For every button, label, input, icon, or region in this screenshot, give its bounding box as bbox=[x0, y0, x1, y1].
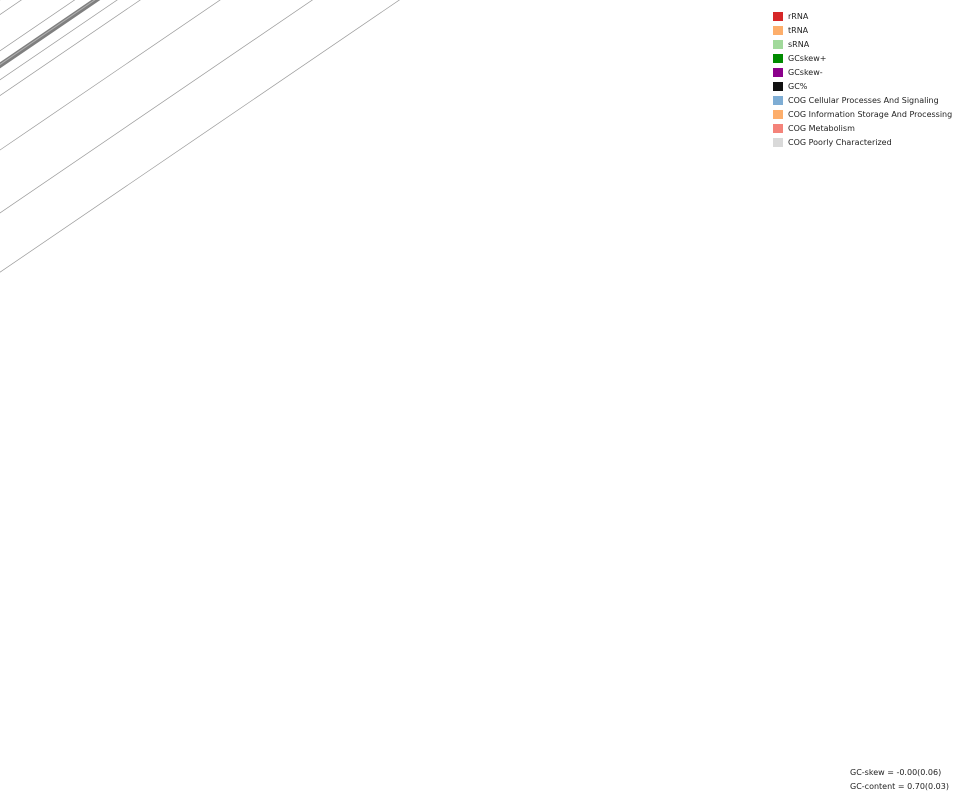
gc-skew-stat-label: GC-skew bbox=[850, 768, 885, 777]
gc-content-stat-label: GC-content bbox=[850, 782, 896, 791]
track-guide-lines bbox=[0, 0, 400, 273]
backbone-highlight bbox=[0, 0, 96, 66]
legend-label: COG Metabolism bbox=[788, 123, 855, 133]
legend-label: COG Cellular Processes And Signaling bbox=[788, 95, 939, 105]
backbone-line bbox=[0, 0, 101, 69]
legend-label: GC% bbox=[788, 81, 808, 91]
legend-item-cog-information: COG Information Storage And Processing bbox=[773, 107, 952, 121]
legend-swatch bbox=[773, 39, 783, 49]
equals-sign: = bbox=[895, 782, 908, 791]
legend-item-rrna: rRNA bbox=[773, 9, 952, 23]
gc-skew-stat-value: -0.00(0.06) bbox=[896, 768, 942, 777]
legend-swatch bbox=[773, 67, 783, 77]
legend-swatch bbox=[773, 109, 783, 119]
legend-label: GCskew+ bbox=[788, 53, 827, 63]
gc-content-stat-value: 0.70(0.03) bbox=[907, 782, 949, 791]
legend-item-cog-cellular: COG Cellular Processes And Signaling bbox=[773, 93, 952, 107]
legend-swatch bbox=[773, 53, 783, 63]
legend-swatch bbox=[773, 123, 783, 133]
guide-line bbox=[0, 0, 221, 151]
legend-item-cog-metabolism: COG Metabolism bbox=[773, 121, 952, 135]
legend-label: GCskew- bbox=[788, 67, 823, 77]
legend: rRNA tRNA sRNA GCskew+ GCskew- GC% COG C… bbox=[773, 9, 952, 149]
legend-swatch bbox=[773, 137, 783, 147]
equals-sign: = bbox=[884, 768, 897, 777]
guide-line bbox=[0, 0, 313, 214]
genome-stats: GC-skew = -0.00(0.06) GC-content = 0.70(… bbox=[850, 766, 949, 794]
legend-swatch bbox=[773, 11, 783, 21]
legend-label: COG Information Storage And Processing bbox=[788, 109, 953, 119]
legend-item-trna: tRNA bbox=[773, 23, 952, 37]
legend-swatch bbox=[773, 95, 783, 105]
guide-line bbox=[0, 0, 400, 273]
legend-item-srna: sRNA bbox=[773, 37, 952, 51]
guide-line bbox=[0, 0, 118, 81]
gc-skew-stat: GC-skew = -0.00(0.06) bbox=[850, 766, 949, 780]
legend-label: tRNA bbox=[788, 25, 809, 35]
legend-swatch bbox=[773, 25, 783, 35]
legend-label: COG Poorly Characterized bbox=[788, 137, 892, 147]
legend-item-cog-poorly-characterized: COG Poorly Characterized bbox=[773, 135, 952, 149]
legend-item-gcskew-negative: GCskew- bbox=[773, 65, 952, 79]
legend-label: sRNA bbox=[788, 39, 810, 49]
gc-content-stat: GC-content = 0.70(0.03) bbox=[850, 780, 949, 794]
guide-line bbox=[0, 0, 141, 96]
legend-item-gc-percent: GC% bbox=[773, 79, 952, 93]
legend-label: rRNA bbox=[788, 11, 809, 21]
legend-swatch bbox=[773, 81, 783, 91]
legend-item-gcskew-positive: GCskew+ bbox=[773, 51, 952, 65]
genome-backbone bbox=[0, 0, 101, 69]
